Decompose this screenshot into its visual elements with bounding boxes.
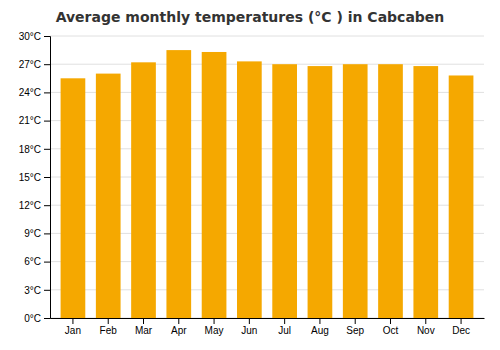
- y-tick: 0°C: [24, 313, 50, 324]
- x-tick: Feb: [100, 318, 118, 336]
- x-tick-label: Sep: [346, 325, 364, 336]
- x-tick-mark: [72, 318, 73, 324]
- x-tick: Mar: [135, 318, 153, 336]
- y-tick: 30°C: [19, 31, 50, 42]
- bar: [202, 52, 227, 318]
- x-tick-mark: [390, 318, 391, 324]
- x-tick-mark: [249, 318, 250, 324]
- plot: 0°C 3°C 6°C 9°C 12°C 15°C 18°C 21°C 24°C 27°C 30°C…: [19, 31, 485, 336]
- y-tick-mark: [44, 290, 50, 291]
- bar: [237, 61, 262, 318]
- y-tick-mark: [44, 318, 50, 319]
- bar: [131, 62, 156, 318]
- y-tick: 12°C: [19, 200, 50, 211]
- y-tick-mark: [44, 205, 50, 206]
- y-tick-label: 3°C: [24, 285, 41, 296]
- y-tick-mark: [44, 233, 50, 234]
- y-tick-label: 21°C: [19, 115, 41, 126]
- y-tick-label: 6°C: [24, 256, 41, 267]
- x-tick-label: May: [205, 325, 224, 336]
- y-tick: 6°C: [24, 256, 50, 267]
- bar: [449, 75, 474, 318]
- y-tick: 27°C: [19, 59, 50, 70]
- x-tick: Sep: [346, 318, 364, 336]
- y-tick-label: 30°C: [19, 31, 41, 42]
- y-tick: 18°C: [19, 144, 50, 155]
- y-tick-label: 9°C: [24, 228, 41, 239]
- y-tick-label: 0°C: [24, 313, 41, 324]
- bar: [413, 66, 438, 318]
- x-tick-mark: [108, 318, 109, 324]
- x-tick-label: Dec: [452, 325, 470, 336]
- bar: [378, 64, 403, 318]
- bar: [272, 64, 297, 318]
- x-tick-mark: [319, 318, 320, 324]
- x-tick-label: Feb: [100, 325, 118, 336]
- y-axis: 0°C 3°C 6°C 9°C 12°C 15°C 18°C 21°C 24°C 27°C 30°C: [19, 31, 51, 324]
- y-tick-mark: [44, 121, 50, 122]
- grid: [50, 36, 484, 318]
- y-tick-mark: [44, 149, 50, 150]
- y-tick-mark: [44, 262, 50, 263]
- y-tick-label: 12°C: [19, 200, 41, 211]
- x-tick: Jul: [278, 318, 291, 336]
- y-tick-mark: [44, 92, 50, 93]
- y-tick-label: 27°C: [19, 59, 41, 70]
- x-tick: Apr: [171, 318, 187, 336]
- bar: [61, 78, 86, 318]
- y-tick: 21°C: [19, 115, 50, 126]
- grid-line: [50, 36, 484, 37]
- x-tick-mark: [284, 318, 285, 324]
- x-tick-label: Mar: [135, 325, 153, 336]
- x-tick-label: Nov: [417, 325, 435, 336]
- title: Average monthly temperatures (°C ) in Ca…: [56, 9, 445, 25]
- x-tick-mark: [355, 318, 356, 324]
- chart: 0°C 3°C 6°C 9°C 12°C 15°C 18°C 21°C 24°C 27°C 30°C…: [0, 0, 500, 350]
- x-tick-label: Oct: [383, 325, 399, 336]
- x-tick: Dec: [452, 318, 470, 336]
- x-tick-label: Jun: [241, 325, 257, 336]
- y-tick-label: 24°C: [19, 87, 41, 98]
- y-tick: 15°C: [19, 172, 50, 183]
- x-tick: Oct: [383, 318, 399, 336]
- x-tick-mark: [461, 318, 462, 324]
- y-tick-mark: [44, 36, 50, 37]
- x-tick: May: [205, 318, 224, 336]
- y-tick-mark: [44, 177, 50, 178]
- x-tick-mark: [214, 318, 215, 324]
- bar: [343, 64, 368, 318]
- x-tick: Aug: [311, 318, 329, 336]
- x-tick-label: Aug: [311, 325, 329, 336]
- x-tick-label: Apr: [171, 325, 187, 336]
- grid-line: [50, 64, 484, 65]
- y-tick: 9°C: [24, 228, 50, 239]
- x-axis: Jan Feb Mar Apr May Jun Jul Aug Sep Oct Nov Dec: [51, 318, 485, 336]
- x-tick-label: Jan: [65, 325, 81, 336]
- y-tick: 24°C: [19, 87, 50, 98]
- x-axis-line: [51, 318, 485, 319]
- x-tick: Nov: [417, 318, 435, 336]
- bar: [166, 50, 191, 318]
- y-tick: 3°C: [24, 285, 50, 296]
- x-tick: Jan: [65, 318, 81, 336]
- y-tick-label: 18°C: [19, 144, 41, 155]
- x-tick: Jun: [241, 318, 257, 336]
- x-tick-mark: [178, 318, 179, 324]
- y-axis-line: [44, 37, 51, 319]
- bar: [96, 74, 121, 318]
- bars: [61, 50, 474, 318]
- x-tick-mark: [143, 318, 144, 324]
- x-tick-mark: [425, 318, 426, 324]
- y-tick-mark: [44, 64, 50, 65]
- bar: [308, 66, 333, 318]
- y-tick-label: 15°C: [19, 172, 41, 183]
- x-tick-label: Jul: [278, 325, 291, 336]
